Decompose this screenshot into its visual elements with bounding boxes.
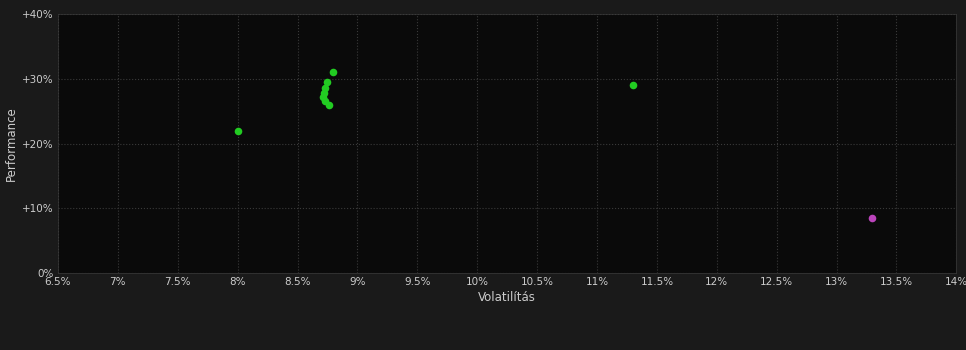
Point [230,128,245,133]
Point [318,99,333,104]
Point [315,94,330,100]
Point [320,79,335,85]
Point [316,90,331,96]
Y-axis label: Performance: Performance [5,106,18,181]
Point [321,102,336,107]
Point [326,70,341,75]
Point [318,86,333,91]
Point [625,83,640,88]
X-axis label: Volatilítás: Volatilítás [478,291,536,304]
Point [865,215,880,221]
